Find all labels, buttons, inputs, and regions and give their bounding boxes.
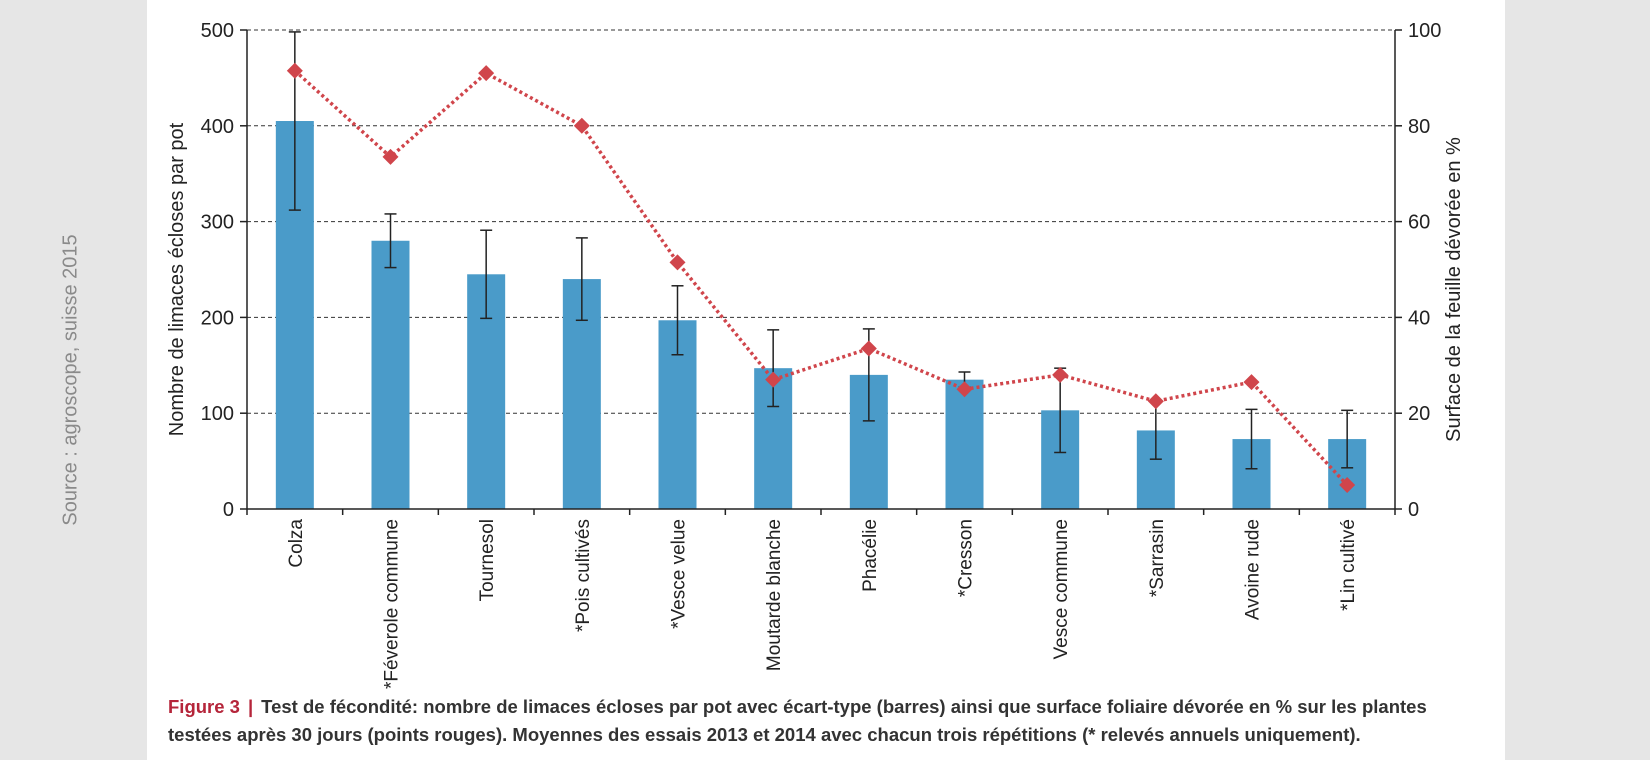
caption-separator: | (247, 696, 254, 717)
y-tick-label-right: 100 (1408, 20, 1441, 42)
x-tick-label: *Lin cultivé (1338, 519, 1359, 611)
line-marker (573, 117, 590, 134)
y-axis-title-right: Surface de la feuille dévorée en % (1443, 137, 1465, 442)
y-tick-label-right: 20 (1408, 403, 1430, 425)
x-tick-label: *Sarrasin (1147, 519, 1168, 597)
y-tick-label-left: 400 (201, 116, 234, 138)
line-marker (478, 65, 495, 82)
x-tick-label: *Vesce velue (669, 519, 690, 629)
x-tick-label: *Cresson (956, 519, 977, 597)
line-marker (956, 381, 973, 398)
x-tick-label: Moutarde blanche (764, 519, 785, 671)
y-tick-label-right: 80 (1408, 116, 1430, 138)
x-tick-label: Vesce commune (1051, 519, 1072, 659)
y-tick-label-right: 40 (1408, 307, 1430, 329)
y-tick-label-right: 60 (1408, 212, 1430, 234)
line-marker (669, 254, 686, 271)
caption-text: Test de fécondité: nombre de limaces écl… (168, 696, 1427, 745)
line-marker (286, 62, 303, 79)
x-tick-label: Colza (286, 519, 307, 568)
y-tick-label-left: 100 (201, 403, 234, 425)
y-tick-label-left: 200 (201, 307, 234, 329)
x-tick-label: Avoine rude (1243, 519, 1264, 620)
y-tick-label-right: 0 (1408, 499, 1419, 521)
line-marker (382, 148, 399, 165)
line-marker (860, 340, 877, 357)
x-tick-label: Phacélie (860, 519, 881, 592)
x-tick-label: *Pois cultivés (573, 519, 594, 632)
y-tick-label-left: 0 (223, 499, 234, 521)
y-tick-label-left: 500 (201, 20, 234, 42)
line-marker (1339, 477, 1356, 494)
line-marker (765, 371, 782, 388)
x-tick-label: *Féverole commune (382, 519, 403, 689)
line-marker (1243, 374, 1260, 391)
y-axis-title-left: Nombre de limaces écloses par pot (166, 122, 188, 436)
line-series (293, 69, 1349, 487)
line-marker (1052, 366, 1069, 383)
figure-label: Figure 3 (168, 696, 240, 717)
chart: 0 100 200 300 400 500 0 20 40 60 80 100 Colza *Févero… (166, 20, 1465, 689)
bar (371, 240, 410, 509)
line-marker (1147, 393, 1164, 410)
bar (945, 379, 984, 509)
figure-caption: Figure 3 | Test de fécondité: nombre de li… (168, 693, 1488, 749)
y-tick-label-left: 300 (201, 212, 234, 234)
x-tick-label: Tournesol (477, 519, 498, 601)
